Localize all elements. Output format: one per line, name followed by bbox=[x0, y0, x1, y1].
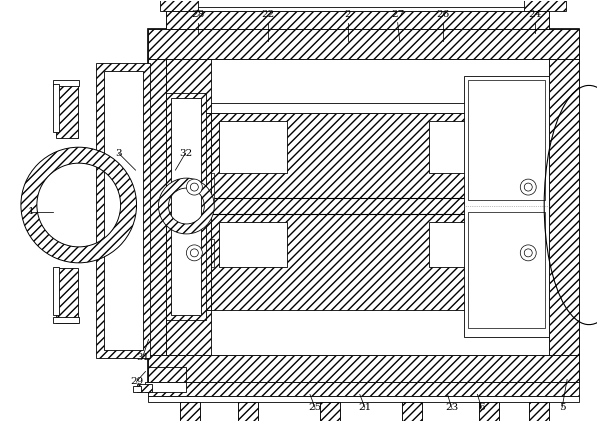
Circle shape bbox=[524, 183, 532, 191]
Bar bbox=[238, 402, 258, 422]
Bar bbox=[166, 198, 549, 214]
Wedge shape bbox=[21, 147, 136, 263]
Bar bbox=[172, 106, 544, 114]
Bar bbox=[468, 212, 545, 327]
Bar bbox=[166, 59, 211, 114]
Text: 25: 25 bbox=[309, 403, 322, 412]
Bar bbox=[529, 402, 549, 422]
Circle shape bbox=[524, 249, 532, 257]
Bar bbox=[166, 93, 206, 319]
Bar bbox=[402, 402, 422, 422]
Circle shape bbox=[187, 245, 202, 261]
Text: 29: 29 bbox=[130, 377, 143, 386]
Bar bbox=[211, 114, 504, 198]
Bar bbox=[219, 121, 287, 173]
Bar bbox=[181, 402, 200, 422]
Text: 26: 26 bbox=[436, 10, 449, 19]
Bar bbox=[529, 402, 549, 422]
Circle shape bbox=[520, 245, 536, 261]
Circle shape bbox=[187, 179, 202, 195]
Bar bbox=[166, 103, 549, 114]
Text: 31: 31 bbox=[136, 353, 149, 362]
Bar bbox=[166, 7, 549, 11]
Circle shape bbox=[190, 249, 199, 257]
Bar bbox=[136, 384, 152, 392]
Text: 27: 27 bbox=[391, 10, 404, 19]
Bar bbox=[148, 382, 579, 396]
Bar bbox=[56, 84, 78, 138]
Bar bbox=[202, 114, 211, 310]
Bar bbox=[166, 310, 211, 354]
Bar bbox=[166, 114, 211, 310]
Bar bbox=[402, 402, 422, 422]
Wedge shape bbox=[158, 178, 214, 234]
Text: 21: 21 bbox=[358, 403, 371, 412]
Bar bbox=[166, 11, 549, 29]
Bar bbox=[53, 81, 79, 87]
Bar bbox=[184, 239, 214, 267]
Text: 2: 2 bbox=[344, 10, 351, 19]
Text: 22: 22 bbox=[261, 10, 274, 19]
Bar bbox=[148, 29, 579, 382]
Circle shape bbox=[520, 179, 536, 195]
Bar bbox=[172, 98, 202, 315]
Bar bbox=[465, 76, 549, 337]
Bar bbox=[148, 59, 166, 354]
Bar bbox=[145, 382, 187, 392]
Bar bbox=[148, 368, 187, 382]
Bar bbox=[103, 71, 142, 349]
Bar bbox=[320, 402, 340, 422]
Bar bbox=[96, 63, 151, 357]
Bar bbox=[519, 173, 547, 201]
Bar bbox=[148, 354, 579, 382]
Bar bbox=[549, 59, 579, 354]
Text: 32: 32 bbox=[179, 149, 192, 158]
Bar bbox=[166, 114, 176, 310]
Bar bbox=[238, 402, 258, 422]
Bar bbox=[53, 84, 59, 132]
Bar bbox=[211, 214, 504, 310]
Bar bbox=[166, 59, 549, 354]
Bar bbox=[219, 222, 287, 267]
Text: 5: 5 bbox=[559, 403, 566, 412]
Bar bbox=[480, 402, 499, 422]
Text: 28: 28 bbox=[192, 10, 205, 19]
Bar bbox=[53, 316, 79, 323]
Bar bbox=[181, 402, 200, 422]
Bar bbox=[56, 268, 78, 323]
Bar bbox=[166, 11, 549, 29]
Text: 3: 3 bbox=[115, 149, 122, 158]
Bar bbox=[53, 267, 59, 315]
Bar bbox=[133, 387, 141, 392]
Bar bbox=[148, 396, 579, 402]
Text: 23: 23 bbox=[445, 403, 458, 412]
Bar bbox=[480, 402, 499, 422]
Bar bbox=[160, 0, 199, 11]
Text: 24: 24 bbox=[529, 10, 542, 19]
Bar bbox=[320, 402, 340, 422]
Circle shape bbox=[190, 183, 199, 191]
Bar bbox=[468, 81, 545, 200]
Bar bbox=[184, 173, 214, 201]
Bar bbox=[524, 0, 566, 11]
Bar bbox=[148, 29, 579, 59]
Bar bbox=[429, 222, 496, 267]
Bar bbox=[429, 121, 496, 173]
Text: 1: 1 bbox=[28, 208, 34, 216]
Bar bbox=[519, 239, 547, 267]
Text: 6: 6 bbox=[478, 403, 485, 412]
